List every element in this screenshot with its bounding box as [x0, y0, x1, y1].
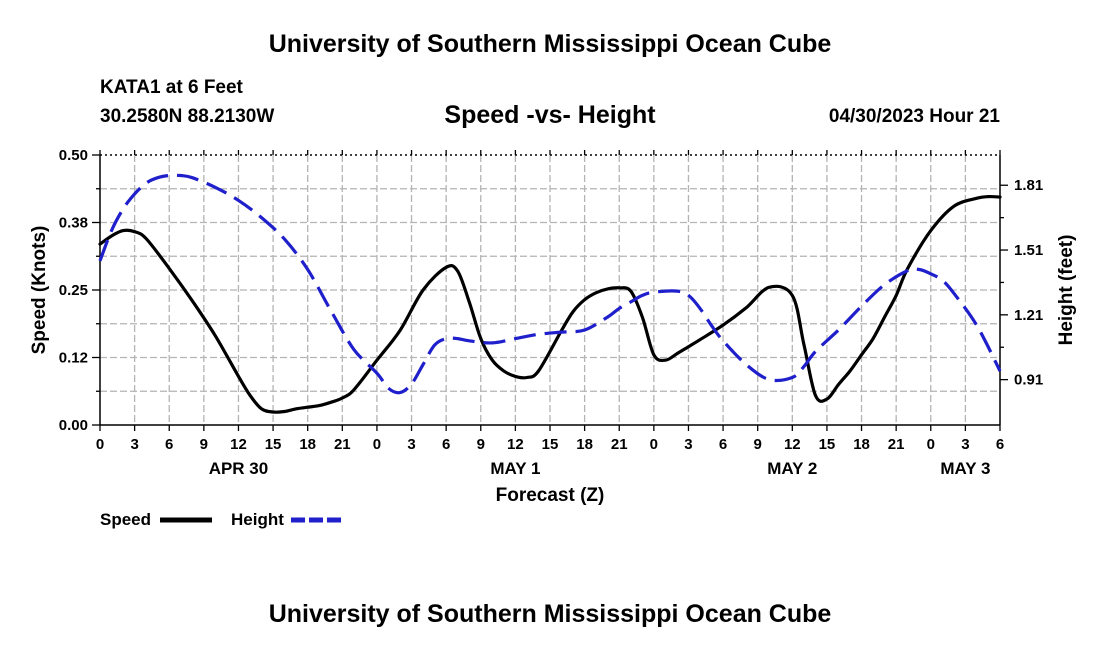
x-tick-label: 9 — [200, 436, 208, 453]
x-tick-label: 12 — [230, 436, 247, 453]
station-coordinates: 30.2580N 88.2130W — [100, 106, 275, 127]
page-title: University of Southern Mississippi Ocean… — [268, 30, 832, 58]
x-tick-label: 15 — [265, 436, 282, 453]
x-tick-label: 0 — [373, 436, 381, 453]
x-tick-label: 0 — [96, 436, 104, 453]
left-tick-label: 0.25 — [59, 282, 88, 299]
x-tick-label: 6 — [165, 436, 173, 453]
x-tick-label: 0 — [927, 436, 935, 453]
right-tick-label: 0.91 — [1014, 372, 1043, 389]
left-tick-label: 0.50 — [59, 147, 88, 164]
legend-label-height: Height — [231, 510, 284, 529]
x-tick-label: 6 — [996, 436, 1004, 453]
x-tick-label: 3 — [130, 436, 138, 453]
x-tick-label: 18 — [576, 436, 593, 453]
x-tick-label: 12 — [784, 436, 801, 453]
chart-legend: Speed Height — [100, 510, 342, 529]
date-label: MAY 3 — [940, 459, 990, 478]
forecast-datetime: 04/30/2023 Hour 21 — [828, 106, 1000, 127]
right-axis-label: Height (feet) — [1056, 235, 1077, 346]
station-label: KATA1 at 6 Feet — [100, 77, 243, 98]
right-tick-label: 1.81 — [1014, 177, 1043, 194]
chart-grid — [100, 155, 1000, 425]
x-tick-label: 6 — [442, 436, 450, 453]
chart-labels: 0 3 6 9 12 15 18 21 0 3 6 9 12 15 18 21 0 3 6 9 12 15 18 21 0 3 6 0… — [59, 147, 1043, 478]
x-tick-label: 15 — [819, 436, 836, 453]
x-axis-label: Forecast (Z) — [496, 485, 605, 506]
x-tick-label: 0 — [650, 436, 658, 453]
x-tick-label: 9 — [754, 436, 762, 453]
x-tick-label: 3 — [961, 436, 969, 453]
x-tick-label: 21 — [611, 436, 628, 453]
x-tick-label: 15 — [542, 436, 559, 453]
date-label: APR 30 — [209, 459, 269, 478]
x-tick-label: 9 — [477, 436, 485, 453]
chart-axes — [92, 150, 1008, 431]
x-tick-label: 21 — [334, 436, 351, 453]
x-tick-label: 3 — [684, 436, 692, 453]
left-tick-label: 0.38 — [59, 215, 88, 232]
legend-label-speed: Speed — [100, 510, 151, 529]
right-tick-label: 1.21 — [1014, 307, 1043, 324]
left-axis-label: Speed (Knots) — [29, 226, 50, 355]
x-tick-label: 21 — [888, 436, 905, 453]
left-tick-label: 0.00 — [59, 417, 88, 434]
footer-title: University of Southern Mississippi Ocean… — [268, 600, 832, 628]
x-tick-label: 3 — [407, 436, 415, 453]
x-tick-label: 18 — [299, 436, 316, 453]
chart-series — [98, 173, 1002, 414]
date-label: MAY 1 — [490, 459, 540, 478]
date-label: MAY 2 — [767, 459, 817, 478]
x-tick-label: 18 — [853, 436, 870, 453]
x-tick-label: 12 — [507, 436, 524, 453]
left-tick-label: 0.12 — [59, 350, 88, 367]
series-line-height — [98, 173, 1002, 395]
right-tick-label: 1.51 — [1014, 242, 1043, 259]
x-tick-label: 6 — [719, 436, 727, 453]
chart-title: Speed -vs- Height — [444, 101, 656, 129]
